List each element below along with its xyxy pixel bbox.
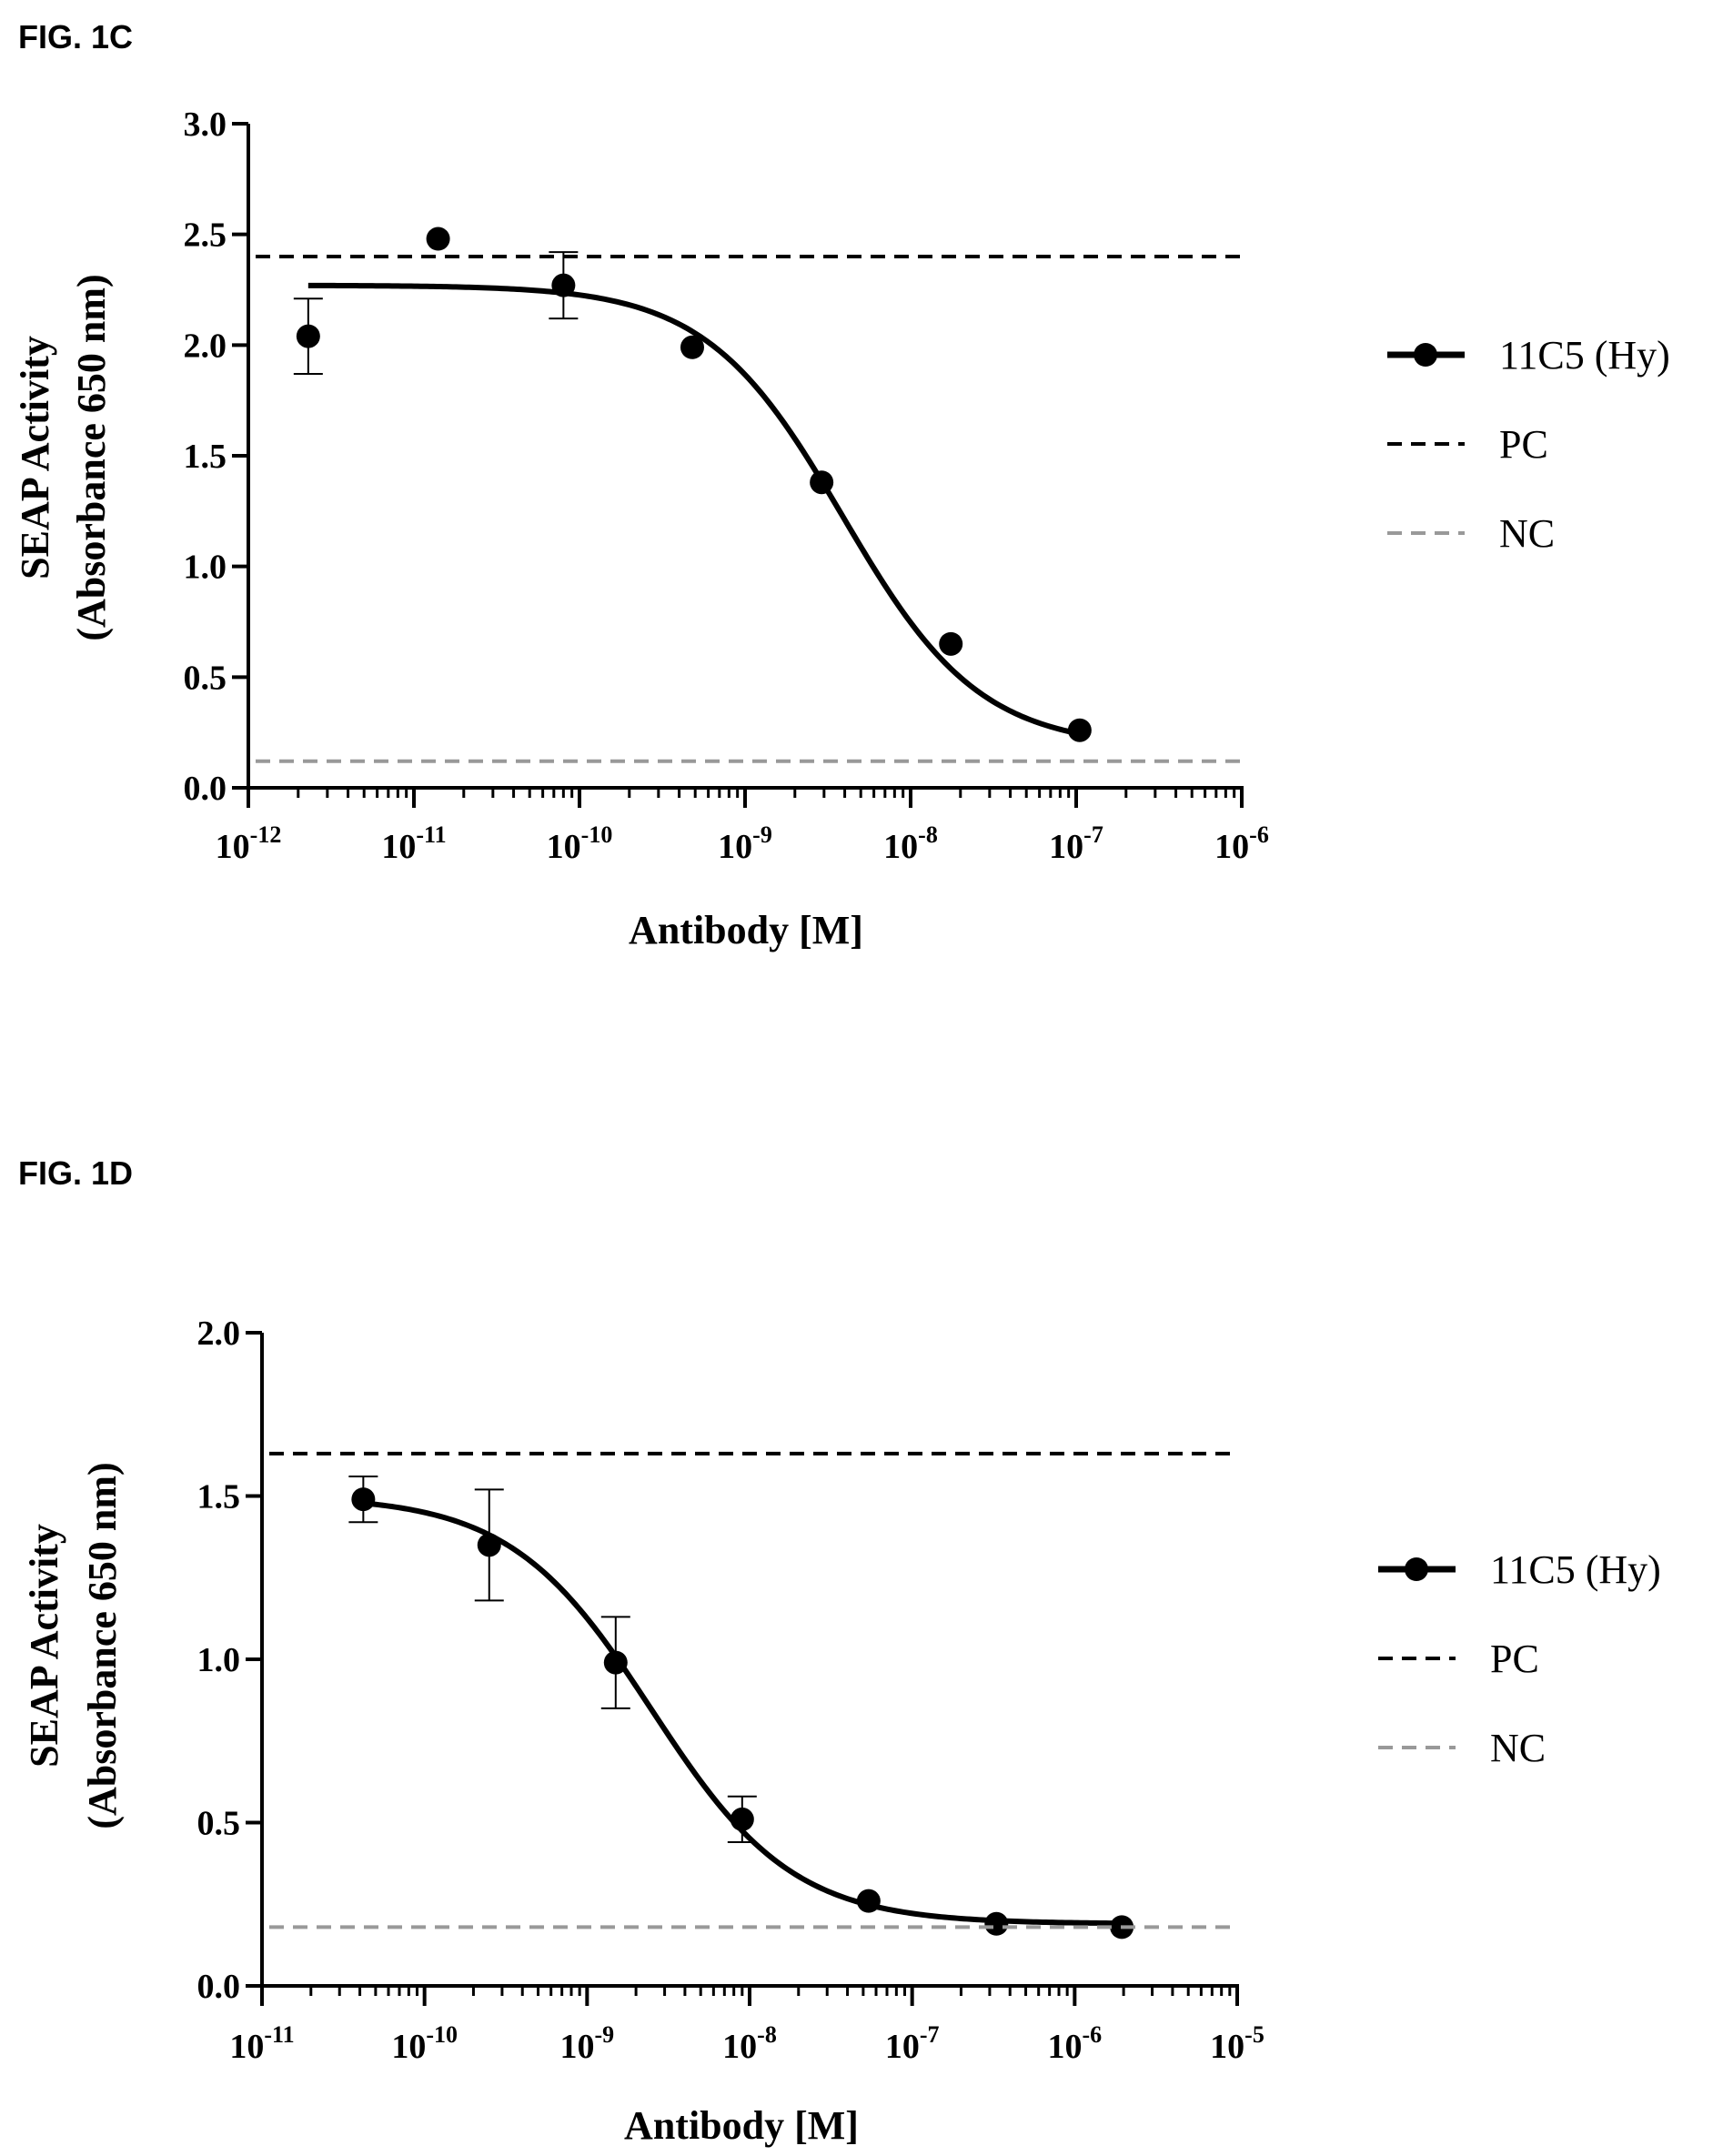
x-tick-label: 10-8 bbox=[883, 821, 938, 866]
data-point bbox=[984, 1911, 1009, 1936]
axes: 0.0 0.5 1.0 1.5 2.0 10-11 10-10 10-9 10-8 10-7 10-… bbox=[197, 1315, 1264, 2066]
x-tick-label: 10-5 bbox=[1210, 2021, 1264, 2066]
chart-fig-1d: FIG. 1D 0.0 0.5 1.0 1.5 2.0 10-11 10-10 10-9 10-… bbox=[18, 1154, 1661, 2148]
legend-label: 11C5 (Hy) bbox=[1490, 1547, 1661, 1592]
x-tick-label: 10-9 bbox=[559, 2021, 614, 2066]
legend-label: 11C5 (Hy) bbox=[1499, 333, 1670, 378]
y-tick-label: 1.5 bbox=[184, 438, 227, 476]
legend-marker bbox=[1414, 343, 1437, 367]
y-tick-label: 2.0 bbox=[184, 327, 227, 365]
legend-entry-11c5-hy: 11C5 (Hy) bbox=[1387, 333, 1670, 378]
x-axis-title: Antibody [M] bbox=[629, 908, 863, 952]
legend-entry-11c5-hy: 11C5 (Hy) bbox=[1378, 1547, 1661, 1592]
legend-label: PC bbox=[1490, 1637, 1539, 1681]
x-tick-label: 10-7 bbox=[885, 2021, 940, 2066]
x-tick-label: 10-11 bbox=[381, 821, 446, 866]
y-tick-label: 0.0 bbox=[197, 1968, 241, 2006]
figure-label: FIG. 1D bbox=[18, 1154, 133, 1192]
legend: 11C5 (Hy) PC NC bbox=[1387, 333, 1670, 556]
data-point bbox=[603, 1650, 628, 1675]
legend-label: NC bbox=[1499, 511, 1555, 556]
y-axis-title-line-1: SEAP Activity bbox=[13, 336, 57, 579]
x-axis-title: Antibody [M] bbox=[624, 2103, 859, 2148]
fit-curve bbox=[307, 282, 1081, 737]
data-point bbox=[296, 324, 320, 348]
y-tick-label: 1.0 bbox=[197, 1641, 241, 1679]
x-tick-label: 10-8 bbox=[722, 2021, 777, 2066]
y-tick-label: 0.5 bbox=[184, 659, 227, 697]
y-axis-title-line-2: (Absorbance 650 nm) bbox=[69, 274, 114, 640]
y-tick-label: 0.5 bbox=[197, 1805, 241, 1843]
legend: 11C5 (Hy) PC NC bbox=[1378, 1547, 1661, 1770]
y-tick-label: 1.5 bbox=[197, 1478, 241, 1516]
y-tick-label: 3.0 bbox=[184, 106, 227, 144]
data-point bbox=[680, 335, 704, 359]
x-tick-label: 10-10 bbox=[391, 2021, 458, 2066]
y-tick-label: 2.5 bbox=[184, 217, 227, 255]
x-tick-label: 10-9 bbox=[718, 821, 772, 866]
data-point bbox=[810, 470, 834, 495]
legend-entry-nc: NC bbox=[1387, 511, 1555, 556]
x-tick-label: 10-7 bbox=[1049, 821, 1103, 866]
axes: 0.0 0.5 1.0 1.5 2.0 2.5 3.0 10-12 10-11 10-10 10-9… bbox=[184, 106, 1269, 866]
y-axis-title-line-2: (Absorbance 650 nm) bbox=[80, 1462, 125, 1829]
y-axis-title-line-1: SEAP Activity bbox=[22, 1524, 66, 1768]
legend-label: PC bbox=[1499, 422, 1548, 467]
data-point bbox=[730, 1807, 754, 1831]
data-point bbox=[856, 1889, 881, 1913]
data-point bbox=[1067, 718, 1092, 742]
legend-label: NC bbox=[1490, 1726, 1546, 1770]
plot-area bbox=[269, 1451, 1237, 1939]
legend-entry-nc: NC bbox=[1378, 1726, 1546, 1770]
data-point bbox=[351, 1487, 376, 1512]
fit-curve bbox=[363, 1500, 1123, 1927]
y-tick-label: 1.0 bbox=[184, 549, 227, 587]
x-tick-label: 10-12 bbox=[216, 821, 282, 866]
x-tick-label: 10-6 bbox=[1214, 821, 1269, 866]
data-point bbox=[551, 273, 576, 297]
legend-entry-pc: PC bbox=[1387, 422, 1548, 467]
legend-marker bbox=[1405, 1557, 1428, 1581]
plot-area bbox=[256, 227, 1242, 763]
x-tick-label: 10-10 bbox=[547, 821, 613, 866]
y-tick-label: 2.0 bbox=[197, 1315, 241, 1353]
y-tick-label: 0.0 bbox=[184, 770, 227, 808]
data-point bbox=[477, 1533, 501, 1557]
figure-label: FIG. 1C bbox=[18, 18, 133, 55]
legend-entry-pc: PC bbox=[1378, 1637, 1539, 1681]
x-tick-label: 10-6 bbox=[1047, 2021, 1102, 2066]
x-tick-label: 10-11 bbox=[229, 2021, 294, 2066]
data-point bbox=[939, 631, 963, 656]
chart-fig-1c: FIG. 1C 0.0 0.5 1.0 1.5 2.0 2.5 3.0 10-12 10-11 1… bbox=[13, 18, 1670, 952]
data-point bbox=[426, 227, 450, 251]
